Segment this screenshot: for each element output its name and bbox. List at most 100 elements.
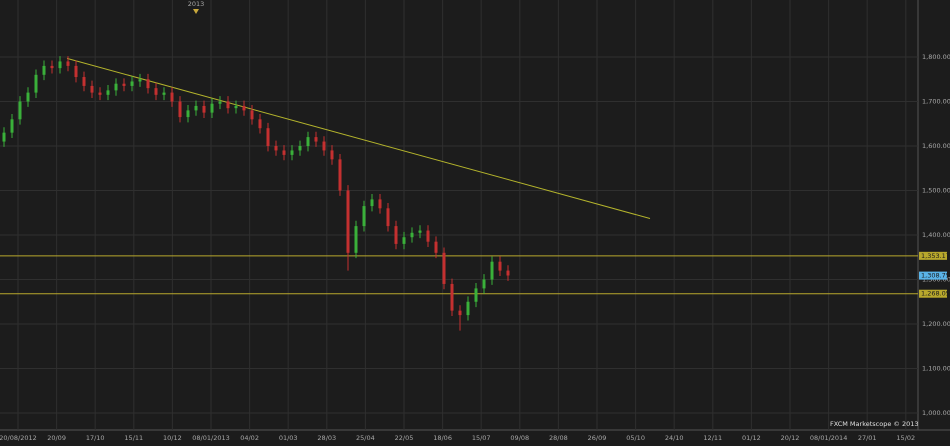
x-tick-label: 12/11 [703, 434, 722, 442]
x-tick-label: 15/02 [896, 434, 915, 442]
candle-body [42, 65, 46, 75]
x-tick-label: 24/10 [665, 434, 684, 442]
candle-body [186, 110, 190, 118]
candle-body [18, 101, 22, 120]
candle-body [202, 105, 206, 113]
candle-body [194, 105, 198, 111]
x-tick-label: 04/02 [240, 434, 259, 442]
candle-body [50, 65, 54, 69]
candle-body [210, 103, 214, 113]
candle-body [410, 232, 414, 238]
x-tick-label: 18/06 [433, 434, 452, 442]
candle-body [442, 252, 446, 284]
x-tick-label: 20/08/2012 [0, 434, 37, 442]
x-tick-label: 25/04 [356, 434, 375, 442]
candle-body [66, 61, 70, 66]
year-marker-icon [193, 9, 199, 14]
candle-body [434, 241, 438, 253]
x-tick-label: 28/03 [317, 434, 336, 442]
last-price-label: 1,308.75 [921, 272, 950, 280]
candle-body [314, 137, 318, 142]
candle-body [450, 283, 454, 311]
y-tick-label: 1,700.00 [922, 98, 950, 106]
candle-body [266, 128, 270, 146]
x-tick-label: 08/01/2013 [192, 434, 229, 442]
candle-body [10, 119, 14, 133]
candle-body [426, 230, 430, 242]
candle-body [82, 77, 86, 86]
y-tick-label: 1,800.00 [922, 53, 950, 61]
candle-body [98, 92, 102, 95]
x-tick-label: 22/05 [395, 434, 414, 442]
candle-body [482, 279, 486, 289]
candle-body [146, 79, 150, 89]
candle-body [330, 150, 334, 160]
level-label: 1,268.05 [921, 290, 950, 298]
candle-body [26, 92, 30, 102]
candle-body [402, 237, 406, 244]
candle-body [74, 65, 78, 78]
candle-body [258, 119, 262, 129]
candle-body [386, 208, 390, 227]
x-tick-label: 17/10 [86, 434, 105, 442]
candle-body [290, 150, 294, 155]
candle-body [162, 92, 166, 95]
x-tick-label: 20/09 [47, 434, 66, 442]
candle-body [498, 261, 502, 271]
x-tick-label: 10/12 [163, 434, 182, 442]
level-label: 1,353.17 [921, 252, 950, 260]
y-tick-label: 1,500.00 [922, 187, 950, 195]
candle-body [506, 270, 510, 276]
x-tick-label: 20/12 [781, 434, 800, 442]
candle-body [34, 74, 38, 93]
level-tag [919, 251, 947, 260]
last-price-tag [919, 271, 947, 280]
y-tick-label: 1,400.00 [922, 231, 950, 239]
y-tick-label: 1,200.00 [922, 320, 950, 328]
candle-body [226, 101, 230, 109]
x-tick-label: 01/03 [279, 434, 298, 442]
candle-body [2, 132, 6, 142]
candle-body [362, 206, 366, 227]
x-tick-label: 01/12 [742, 434, 761, 442]
candle-body [346, 190, 350, 253]
candle-body [458, 310, 462, 316]
candle-body [306, 137, 310, 146]
candle-body [370, 199, 374, 207]
candle-body [274, 146, 278, 151]
candle-body [138, 79, 142, 82]
x-tick-label: 05/10 [626, 434, 645, 442]
candle-body [466, 301, 470, 316]
candle-body [490, 261, 494, 280]
candle-body [170, 92, 174, 102]
x-tick-label: 28/08 [549, 434, 568, 442]
candle-body [58, 61, 62, 69]
candle-body [282, 150, 286, 155]
candle-body [418, 230, 422, 233]
y-tick-label: 1,000.00 [922, 409, 950, 417]
candle-body [322, 141, 326, 151]
y-tick-label: 1,100.00 [922, 365, 950, 373]
candle-body [338, 159, 342, 191]
candle-body [234, 105, 238, 109]
x-tick-label: 15/07 [472, 434, 491, 442]
candle-body [154, 88, 158, 95]
year-marker: 2013 [188, 0, 205, 8]
x-tick-label: 26/09 [588, 434, 607, 442]
candle-body [178, 101, 182, 118]
x-tick-label: 15/11 [124, 434, 143, 442]
y-tick-label: 1,600.00 [922, 142, 950, 150]
footer: FXCM Marketscope © 2013 [830, 420, 919, 428]
candle-body [298, 146, 302, 151]
candle-body [130, 81, 134, 86]
candle-body [106, 90, 110, 95]
candle-body [378, 199, 382, 209]
trendline [66, 57, 651, 220]
level-tag [919, 289, 947, 298]
x-tick-label: 27/01 [858, 434, 877, 442]
x-tick-label: 08/01/2014 [810, 434, 847, 442]
x-tick-label: 09/08 [510, 434, 529, 442]
candle-body [394, 226, 398, 244]
